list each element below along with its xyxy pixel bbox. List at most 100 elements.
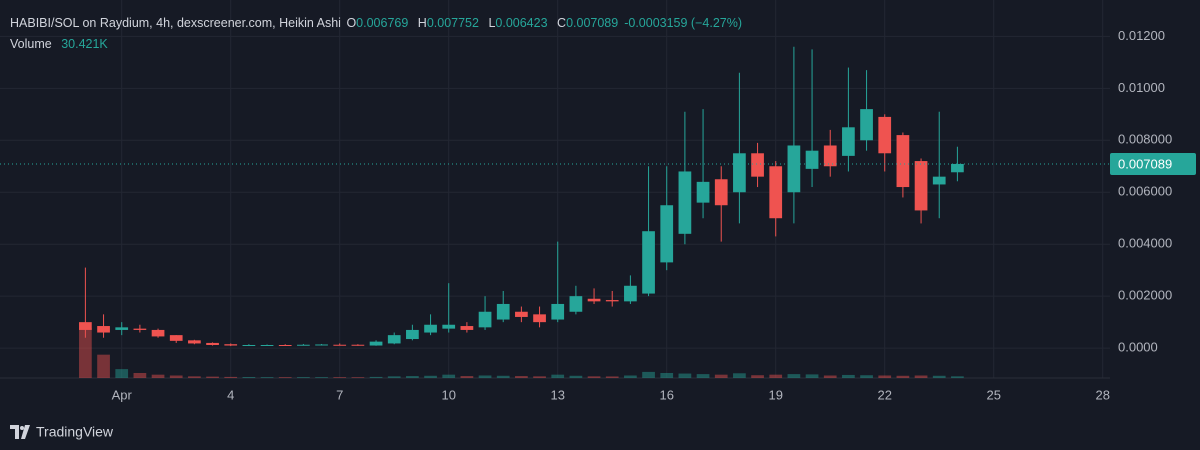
- volume-bar: [551, 374, 565, 378]
- candle-body: [133, 328, 147, 330]
- volume-bar: [79, 328, 92, 378]
- candle-body: [842, 127, 855, 156]
- y-tick-label: 0.01000: [1118, 80, 1165, 95]
- candle-body: [914, 161, 928, 211]
- footer-brand: TradingView: [36, 424, 114, 440]
- candle-body: [805, 150, 819, 169]
- volume-bar: [387, 376, 401, 378]
- volume-bar: [115, 369, 129, 378]
- legend-header: HABIBI/SOL on Raydium, 4h, dexscreener.c…: [10, 16, 748, 30]
- volume-bar: [406, 376, 419, 378]
- candle-body: [642, 231, 655, 294]
- candle-body: [932, 176, 946, 185]
- volume-bar: [951, 376, 964, 378]
- volume-bar: [260, 377, 274, 378]
- volume-bar: [823, 375, 837, 378]
- volume-bar: [278, 377, 292, 378]
- candle-body: [878, 116, 892, 154]
- volume-bar: [733, 373, 746, 378]
- volume-bar: [224, 376, 238, 378]
- x-tick-label: 13: [550, 387, 564, 402]
- volume-bar: [805, 374, 819, 378]
- candle-body: [569, 296, 583, 312]
- volume-bar: [351, 377, 365, 378]
- volume-bar: [242, 377, 256, 378]
- candle-body: [387, 335, 401, 344]
- volume-bar: [515, 376, 528, 378]
- volume-bar: [478, 375, 492, 378]
- candle-body: [896, 135, 910, 188]
- volume-bar: [896, 375, 910, 378]
- volume-bar: [297, 377, 310, 378]
- x-tick-label: Apr: [112, 387, 133, 402]
- tradingview-logo: [10, 425, 30, 439]
- candle-body: [496, 303, 510, 320]
- candle-body: [733, 153, 746, 193]
- volume-bar: [878, 375, 892, 378]
- last-price-tag: [1110, 152, 1196, 175]
- candle-body: [533, 314, 546, 323]
- chart-title: HABIBI/SOL on Raydium, 4h, dexscreener.c…: [10, 16, 341, 30]
- volume-bar: [696, 374, 710, 378]
- ohlc-key: C: [557, 16, 567, 30]
- x-tick-label: 10: [441, 387, 455, 402]
- candle-body: [188, 340, 201, 344]
- change-value: -0.0003159 (−4.27%): [624, 16, 742, 30]
- volume-bar: [133, 373, 147, 378]
- volume-bar: [169, 375, 183, 378]
- last-price-label: 0.007089: [1118, 156, 1172, 171]
- candle-body: [151, 329, 165, 337]
- volume-bar: [842, 374, 855, 378]
- x-tick-label: 16: [659, 387, 673, 402]
- volume-bar: [569, 375, 583, 378]
- ohlc-key: O: [346, 16, 357, 30]
- volume-header: Volume 30.421K: [10, 37, 114, 51]
- candle-body: [751, 153, 764, 177]
- x-tick-label: 22: [877, 387, 891, 402]
- volume-bar: [206, 376, 219, 378]
- candle-body: [823, 145, 837, 167]
- volume-bar: [315, 377, 328, 378]
- volume-bar: [533, 376, 546, 378]
- y-tick-label: 0.0000: [1118, 340, 1158, 355]
- volume-bar: [496, 375, 510, 378]
- x-tick-label: 7: [336, 387, 343, 402]
- volume-bar: [914, 375, 928, 378]
- candle-body: [115, 327, 129, 330]
- volume-bar: [369, 376, 383, 378]
- volume-bar: [333, 377, 347, 378]
- candle-body: [242, 345, 256, 347]
- y-tick-label: 0.008000: [1118, 132, 1172, 147]
- candle-body: [714, 179, 728, 206]
- y-tick-label: 0.006000: [1118, 184, 1172, 199]
- candle-body: [860, 109, 873, 141]
- candle-body: [297, 344, 310, 346]
- ohlc-value: 0.007089: [566, 16, 619, 30]
- y-tick-label: 0.01200: [1118, 28, 1165, 43]
- candle-body: [769, 166, 783, 219]
- candle-body: [260, 345, 274, 347]
- volume-bar: [787, 374, 801, 378]
- candle-body: [206, 342, 219, 346]
- x-tick-label: 25: [986, 387, 1000, 402]
- volume-bar: [460, 376, 474, 378]
- candle-body: [515, 311, 528, 317]
- candle-body: [79, 322, 92, 330]
- candle-body: [351, 344, 365, 346]
- volume-bar: [769, 374, 783, 378]
- y-tick-label: 0.002000: [1118, 288, 1172, 303]
- volume-bar: [424, 375, 437, 378]
- candle-body: [696, 181, 710, 203]
- candle-body: [442, 324, 456, 329]
- volume-bar: [188, 376, 201, 378]
- volume-bar: [442, 374, 456, 378]
- ohlc-key: L: [488, 16, 496, 30]
- x-tick-label: 4: [227, 387, 234, 402]
- candle-body: [660, 205, 674, 263]
- candle-body: [678, 171, 692, 234]
- candle-body: [551, 303, 565, 320]
- volume-bar: [97, 354, 110, 378]
- candle-body: [624, 285, 637, 302]
